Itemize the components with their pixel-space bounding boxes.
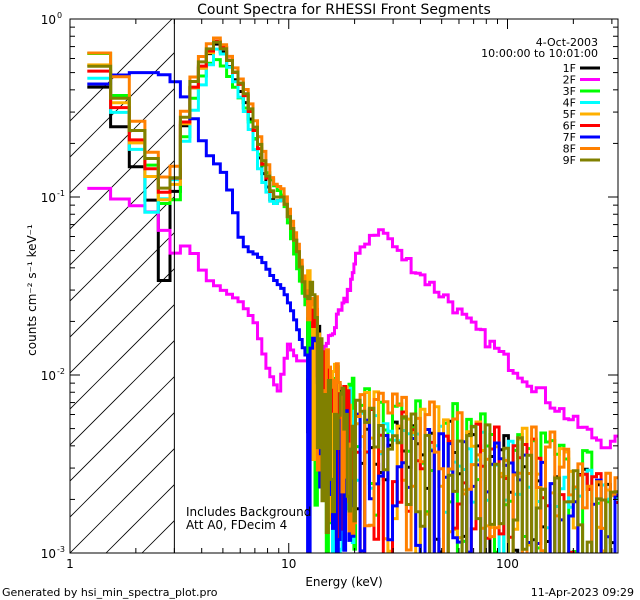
hatch-line [70,196,175,302]
series-2F [87,186,618,450]
legend-label-3F: 3F [563,85,576,98]
hatch-line [70,412,175,518]
x-tick-label: 100 [496,557,519,571]
series-layer [87,36,618,553]
plot-frame [69,18,619,554]
x-tick-label: 10 [281,557,296,571]
y-tick-label: 10 [41,13,56,27]
y-tick-exponent: -2 [57,367,65,376]
hatch-line [70,88,175,194]
y-tick-label: 10 [41,191,56,205]
y-tick-label: 10 [41,369,56,383]
hatch-line [70,160,175,266]
hatch-line [70,19,173,122]
legend-label-7F: 7F [563,131,576,144]
legend-label-2F: 2F [563,74,576,87]
y-tick-label: 10 [41,547,56,561]
annotation-background: Includes Background [186,505,311,519]
legend-label-5F: 5F [563,108,576,121]
hatch-line [70,376,175,482]
hatch-line [70,268,175,374]
footer-generator: Generated by hsi_min_spectra_plot.pro [2,586,218,599]
legend-label-8F: 8F [563,143,576,156]
date-label: 4-Oct-2003 [536,36,598,49]
time-range-label: 10:00:00 to 10:01:00 [481,47,598,60]
hatch-line [70,304,175,410]
x-axis-label: Energy (keV) [305,575,382,589]
chart-title: Count Spectra for RHESSI Front Segments [197,2,491,18]
legend-label-4F: 4F [563,97,576,110]
annotation-attenuator: Att A0, FDecim 4 [186,518,287,532]
series-9F [87,40,618,553]
hatch-line [70,448,175,553]
legend-label-6F: 6F [563,120,576,133]
legend-label-1F: 1F [563,62,576,75]
hatch-line [70,232,175,338]
x-tick-label: 1 [66,557,74,571]
y-axis-label: counts cm⁻² s⁻¹ keV⁻¹ [25,224,39,356]
y-tick-exponent: 0 [57,11,62,20]
y-tick-exponent: -3 [57,545,65,554]
footer-timestamp: 11-Apr-2023 09:29 [531,586,634,599]
hatch-line [466,19,640,553]
y-tick-exponent: -1 [57,189,65,198]
legend-label-9F: 9F [563,154,576,167]
